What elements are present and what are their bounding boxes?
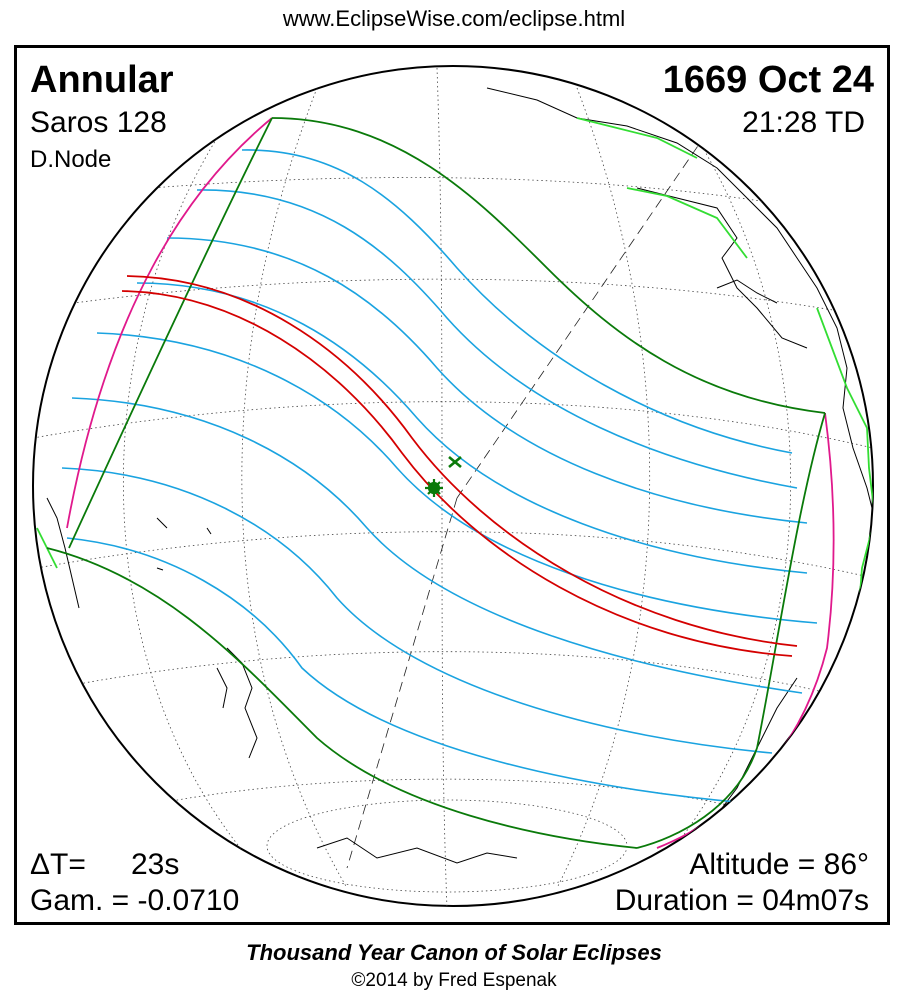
globe-map — [32, 65, 874, 907]
delta-t-value: 23s — [131, 848, 180, 881]
eclipse-map-frame: Annular 1669 Oct 24 Saros 128 21:28 TD D… — [14, 45, 890, 925]
canon-title: Thousand Year Canon of Solar Eclipses — [246, 940, 662, 965]
eclipse-time: 21:28 TD — [742, 106, 865, 139]
eclipse-date: 1669 Oct 24 — [662, 59, 874, 101]
guide-lines — [346, 117, 718, 869]
altitude-value: Altitude = 86° — [689, 848, 869, 881]
greatest-eclipse-marker — [425, 479, 443, 497]
penumbra-limits — [46, 117, 826, 849]
subsolar-point-marker — [448, 456, 462, 468]
source-url: www.EclipseWise.com/eclipse.html — [282, 6, 626, 31]
copyright: ©2014 by Fred Espenak — [351, 970, 557, 991]
duration-value: Duration = 04m07s — [614, 884, 869, 917]
magnitude-lines — [61, 149, 818, 804]
eclipse-type: Annular — [30, 59, 174, 101]
saros-number: Saros 128 — [30, 106, 167, 139]
delta-t-label: ΔT= — [30, 848, 86, 881]
gamma-value: Gam. = -0.0710 — [30, 884, 240, 917]
node-label: D.Node — [30, 146, 112, 173]
central-path — [121, 275, 798, 657]
